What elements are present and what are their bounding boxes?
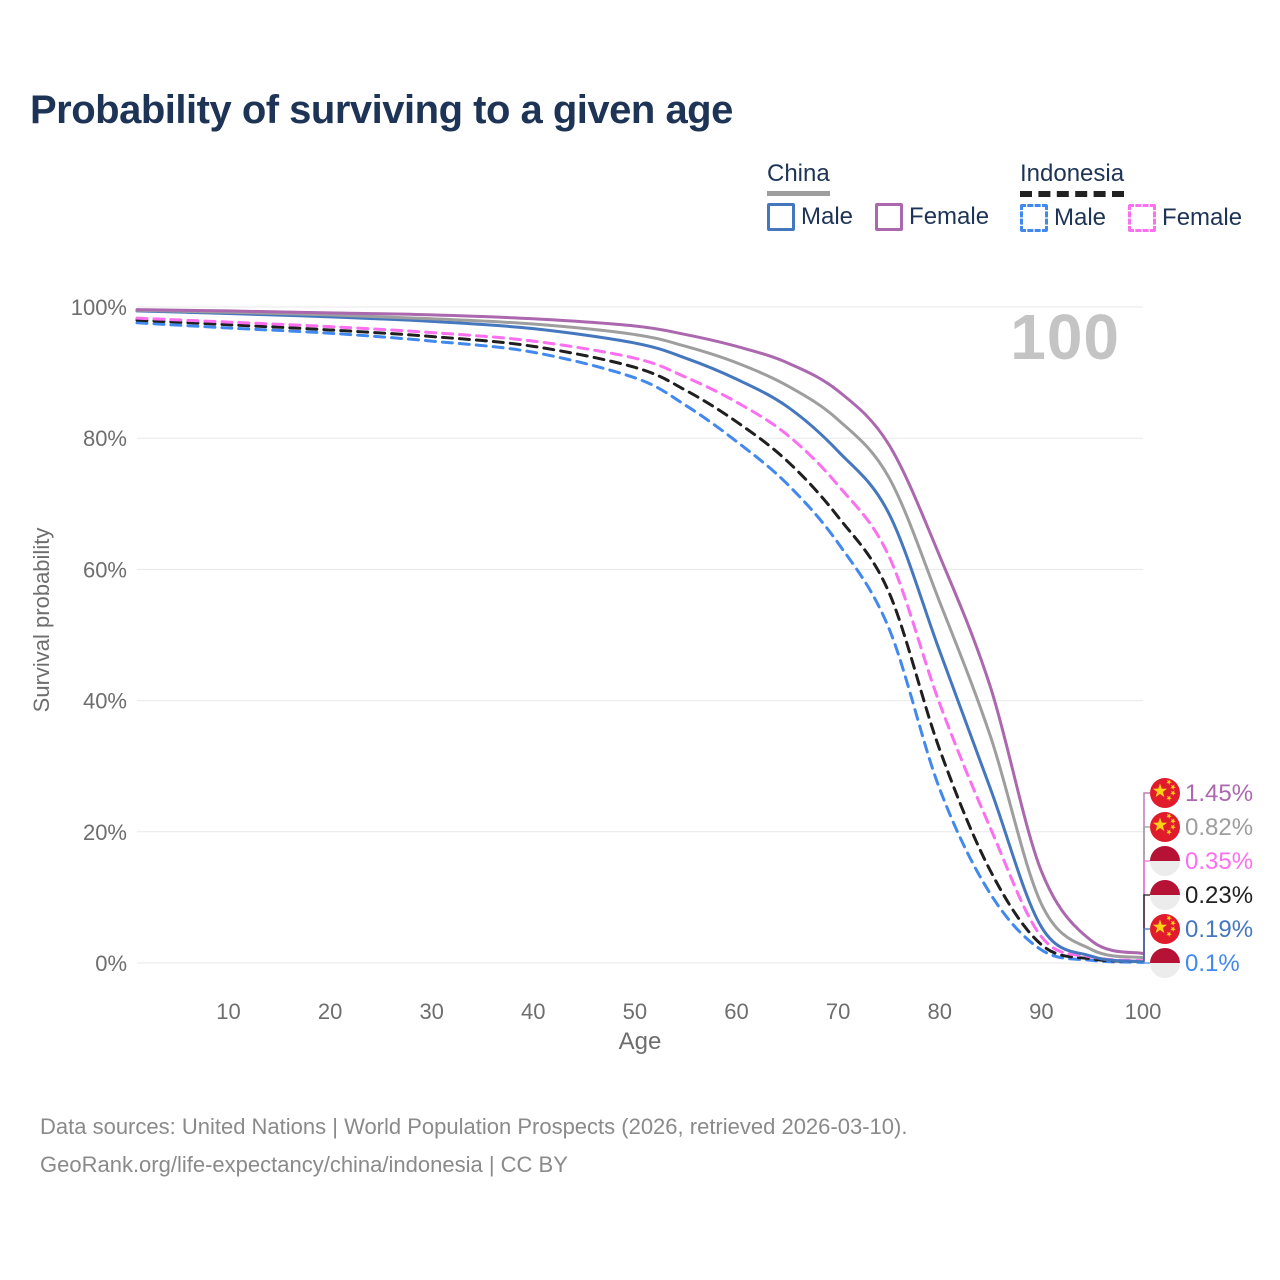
- x-tick-label-60: 60: [724, 999, 748, 1024]
- flag-icon-indonesia: [1150, 846, 1180, 861]
- x-axis-title: Age: [618, 1028, 662, 1055]
- x-tick-label-80: 80: [928, 999, 952, 1024]
- china-flag-small-star: [1166, 931, 1172, 937]
- survival-probability-chart: 0% 20% 40% 60% 80% 100% 10 20 30 40 50 60 70 80 90 100 1…: [71, 295, 1253, 1024]
- y-tick-label-100: 100%: [71, 295, 127, 320]
- flag-icon-indonesia-bottom: [1150, 861, 1180, 876]
- china-flag-small-star: [1170, 824, 1176, 830]
- legend-group-indonesia-header[interactable]: Indonesia: [1020, 160, 1125, 197]
- end-connector-china-male: [1143, 928, 1150, 962]
- y-tick-label-0: 0%: [95, 951, 127, 976]
- china-flag-small-star: [1170, 818, 1176, 824]
- series-line-indonesia[interactable]: [135, 318, 1145, 963]
- x-tick-label-20: 20: [318, 999, 342, 1024]
- end-connector-indonesia: [1143, 894, 1150, 962]
- legend-item-china-male[interactable]: Male: [767, 203, 853, 231]
- china-flag-star: [1152, 919, 1168, 934]
- series-line-indonesia-female[interactable]: [135, 316, 1145, 963]
- series-line-china[interactable]: [135, 308, 1145, 960]
- y-tick-label-80: 80%: [83, 426, 127, 451]
- flag-icon-china: [1150, 778, 1180, 808]
- china-flag-star: [1152, 817, 1168, 832]
- footer: Data sources: United Nations | World Pop…: [40, 1108, 907, 1184]
- x-tick-label-30: 30: [419, 999, 443, 1024]
- legend-item-indonesia-female[interactable]: Female: [1128, 204, 1242, 232]
- x-tick-label-90: 90: [1029, 999, 1053, 1024]
- legend-group-china-header[interactable]: China: [767, 160, 830, 196]
- indonesia-female-swatch-icon: [1128, 204, 1157, 232]
- page-title: Probability of surviving to a given age: [30, 88, 733, 132]
- age-watermark: 100: [1010, 301, 1120, 373]
- end-label-china[interactable]: 0.82%: [1185, 814, 1253, 841]
- legend-item-indonesia-female-label: Female: [1162, 204, 1243, 231]
- china-female-swatch-icon: [875, 203, 904, 231]
- flag-icon-indonesia-bottom: [1150, 963, 1180, 978]
- footer-attribution: GeoRank.org/life-expectancy/china/indone…: [40, 1152, 568, 1177]
- series-line-china-male[interactable]: [135, 309, 1145, 964]
- x-tick-label-40: 40: [521, 999, 545, 1024]
- end-label-indonesia-female[interactable]: 0.35%: [1185, 848, 1253, 875]
- china-flag-small-star: [1170, 926, 1176, 932]
- china-flag-small-star: [1170, 790, 1176, 796]
- flag-icon-indonesia: [1150, 948, 1180, 963]
- indonesia-dashed-line-swatch: [1020, 191, 1125, 197]
- china-flag-small-star: [1170, 784, 1176, 790]
- china-flag-small-star: [1166, 813, 1172, 819]
- series-line-china-female[interactable]: [135, 308, 1145, 955]
- flag-icon-china: [1150, 914, 1180, 944]
- end-label-indonesia[interactable]: 0.23%: [1185, 882, 1253, 909]
- end-label-china-female[interactable]: 1.45%: [1185, 780, 1253, 807]
- china-male-swatch-icon: [767, 203, 795, 231]
- china-flag-small-star: [1166, 915, 1172, 921]
- legend-group-china-label: China: [767, 160, 830, 187]
- legend-item-indonesia-male[interactable]: Male: [1020, 204, 1106, 232]
- legend-item-china-female-label: Female: [909, 203, 990, 230]
- footer-data-sources: Data sources: United Nations | World Pop…: [40, 1114, 908, 1139]
- series-line-indonesia-male[interactable]: [135, 321, 1145, 964]
- legend-group-indonesia: Indonesia Male Female: [1020, 160, 1264, 232]
- end-label-china-male[interactable]: 0.19%: [1185, 916, 1253, 943]
- china-flag-small-star: [1166, 829, 1172, 835]
- china-flag-small-star: [1170, 920, 1176, 926]
- end-label-indonesia-male[interactable]: 0.1%: [1185, 950, 1240, 977]
- end-connector-china: [1143, 826, 1150, 958]
- china-flag-small-star: [1166, 795, 1172, 801]
- china-solid-line-swatch: [767, 191, 830, 196]
- y-tick-label-20: 20%: [83, 820, 127, 845]
- legend-group-indonesia-label: Indonesia: [1020, 160, 1125, 187]
- y-tick-label-40: 40%: [83, 689, 127, 714]
- flag-icon-indonesia: [1150, 880, 1180, 895]
- x-tick-label-50: 50: [623, 999, 647, 1024]
- x-tick-label-100: 100: [1125, 999, 1162, 1024]
- x-tick-label-70: 70: [826, 999, 850, 1024]
- legend-item-indonesia-male-label: Male: [1054, 204, 1107, 231]
- x-tick-label-10: 10: [216, 999, 240, 1024]
- flag-icon-indonesia-bottom: [1150, 895, 1180, 910]
- legend-item-china-female[interactable]: Female: [875, 203, 989, 231]
- flag-icon-china: [1150, 812, 1180, 842]
- china-flag-small-star: [1166, 779, 1172, 785]
- legend-item-china-male-label: Male: [801, 203, 854, 230]
- legend-group-china: China Male Female: [767, 160, 1011, 231]
- end-connector-indonesia-female: [1143, 860, 1150, 961]
- y-tick-label-60: 60%: [83, 557, 127, 582]
- china-flag-star: [1152, 783, 1168, 798]
- indonesia-male-swatch-icon: [1020, 204, 1048, 232]
- end-connector-indonesia-male: [1143, 962, 1150, 964]
